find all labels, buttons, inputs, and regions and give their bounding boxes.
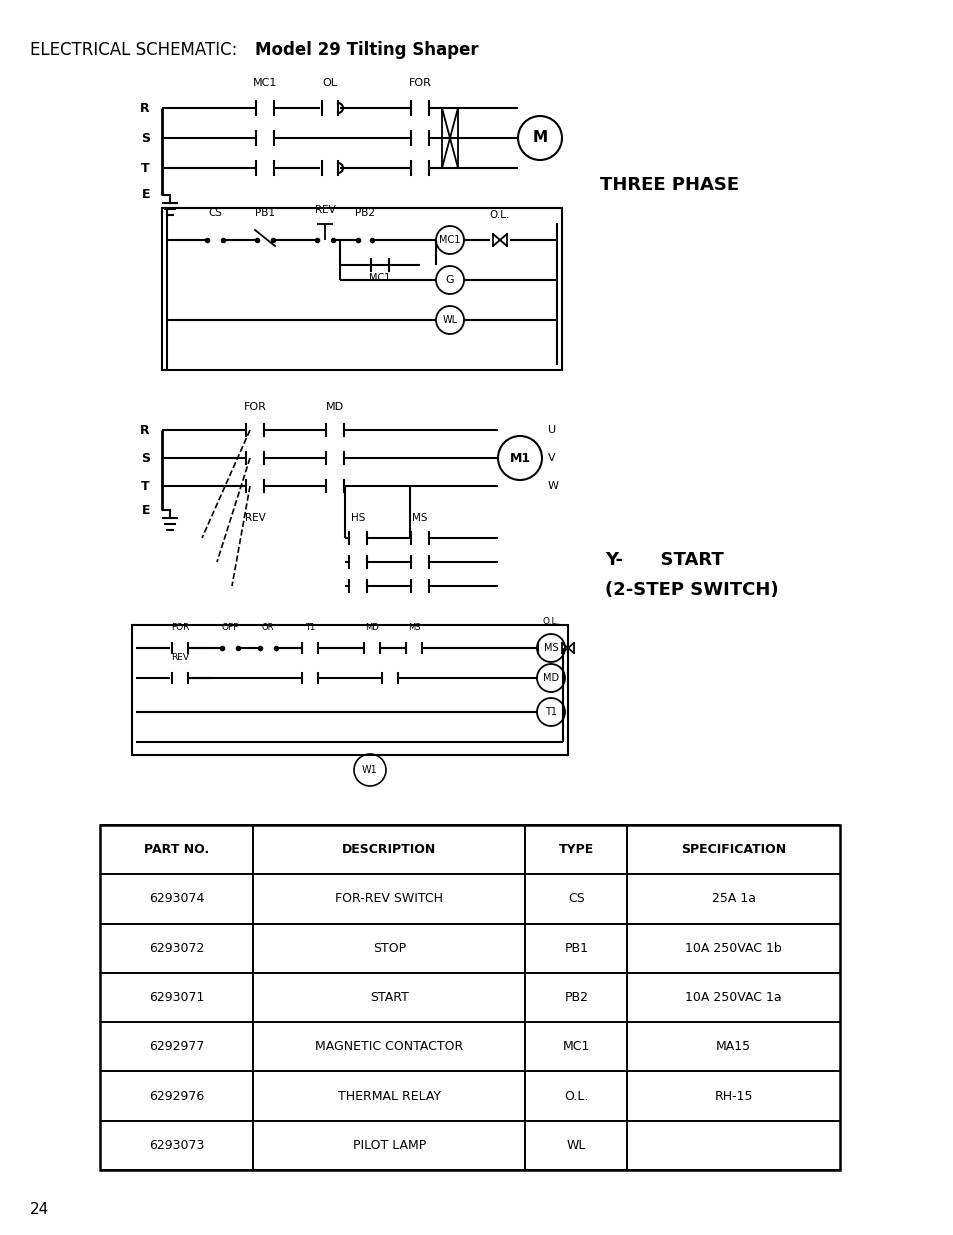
Text: REV: REV <box>244 513 265 522</box>
Text: R: R <box>140 101 150 115</box>
Text: 24: 24 <box>30 1203 50 1218</box>
Text: MA15: MA15 <box>716 1040 750 1053</box>
Text: MAGNETIC CONTACTOR: MAGNETIC CONTACTOR <box>314 1040 463 1053</box>
Text: THERMAL RELAY: THERMAL RELAY <box>337 1089 440 1103</box>
Text: G: G <box>445 275 454 285</box>
Text: MD: MD <box>326 403 344 412</box>
Bar <box>132 625 567 755</box>
Text: CS: CS <box>208 207 222 219</box>
Text: U: U <box>547 425 556 435</box>
Text: (2-STEP SWITCH): (2-STEP SWITCH) <box>604 580 778 599</box>
Text: 6293071: 6293071 <box>149 990 204 1004</box>
Text: PB2: PB2 <box>355 207 375 219</box>
Text: MS: MS <box>543 643 558 653</box>
Text: V: V <box>547 453 555 463</box>
Text: WL: WL <box>566 1139 585 1152</box>
Text: THREE PHASE: THREE PHASE <box>599 177 739 194</box>
Text: PB1: PB1 <box>564 942 588 955</box>
Text: O.L.: O.L. <box>489 210 510 220</box>
Text: MD: MD <box>365 622 378 632</box>
Text: TYPE: TYPE <box>558 844 594 856</box>
Text: S: S <box>141 131 150 144</box>
Text: MD: MD <box>542 673 558 683</box>
Text: FOR: FOR <box>243 403 266 412</box>
Text: T1: T1 <box>305 622 314 632</box>
Text: ELECTRICAL SCHEMATIC:: ELECTRICAL SCHEMATIC: <box>30 41 237 59</box>
Text: OR: OR <box>261 622 274 632</box>
Text: FOR: FOR <box>408 78 431 88</box>
Text: MC1: MC1 <box>562 1040 589 1053</box>
Text: PILOT LAMP: PILOT LAMP <box>353 1139 425 1152</box>
Text: M: M <box>532 131 547 146</box>
Text: T: T <box>141 162 150 174</box>
Text: CS: CS <box>567 893 584 905</box>
Text: S: S <box>141 452 150 464</box>
Bar <box>100 825 840 1170</box>
Text: MC1: MC1 <box>369 273 391 283</box>
Text: E: E <box>141 189 150 201</box>
Text: START: START <box>370 990 408 1004</box>
Text: 10A 250VAC 1b: 10A 250VAC 1b <box>684 942 781 955</box>
Text: REV: REV <box>314 205 335 215</box>
Text: 6292977: 6292977 <box>149 1040 204 1053</box>
Text: 6292976: 6292976 <box>149 1089 204 1103</box>
Text: M1: M1 <box>509 452 530 464</box>
Text: Model 29 Tilting Shaper: Model 29 Tilting Shaper <box>254 41 478 59</box>
Text: T1: T1 <box>544 706 557 718</box>
Text: MS: MS <box>407 622 420 632</box>
Text: OFF: OFF <box>221 622 238 632</box>
Text: MS: MS <box>412 513 427 522</box>
Text: OL: OL <box>322 78 337 88</box>
Bar <box>162 207 561 370</box>
Text: FOR: FOR <box>171 622 189 632</box>
Text: STOP: STOP <box>373 942 405 955</box>
Text: O.L.: O.L. <box>541 618 559 626</box>
Text: MC1: MC1 <box>253 78 277 88</box>
Text: HS: HS <box>351 513 365 522</box>
Text: W1: W1 <box>362 764 377 776</box>
Text: PB1: PB1 <box>254 207 274 219</box>
Text: 25A 1a: 25A 1a <box>711 893 755 905</box>
Text: MC1: MC1 <box>438 235 460 245</box>
Text: R: R <box>140 424 150 436</box>
Text: SPECIFICATION: SPECIFICATION <box>680 844 785 856</box>
Text: W: W <box>547 480 558 492</box>
Text: E: E <box>141 504 150 516</box>
Text: T: T <box>141 479 150 493</box>
Text: REV: REV <box>171 653 189 662</box>
Text: PB2: PB2 <box>564 990 588 1004</box>
Text: RH-15: RH-15 <box>714 1089 752 1103</box>
Text: 6293072: 6293072 <box>149 942 204 955</box>
Text: PART NO.: PART NO. <box>144 844 209 856</box>
Text: DESCRIPTION: DESCRIPTION <box>342 844 436 856</box>
Text: WL: WL <box>442 315 457 325</box>
Text: 10A 250VAC 1a: 10A 250VAC 1a <box>684 990 781 1004</box>
Text: Y-      START: Y- START <box>604 551 723 569</box>
Text: 6293073: 6293073 <box>149 1139 204 1152</box>
Text: FOR-REV SWITCH: FOR-REV SWITCH <box>335 893 443 905</box>
Text: 6293074: 6293074 <box>149 893 204 905</box>
Text: O.L.: O.L. <box>563 1089 588 1103</box>
